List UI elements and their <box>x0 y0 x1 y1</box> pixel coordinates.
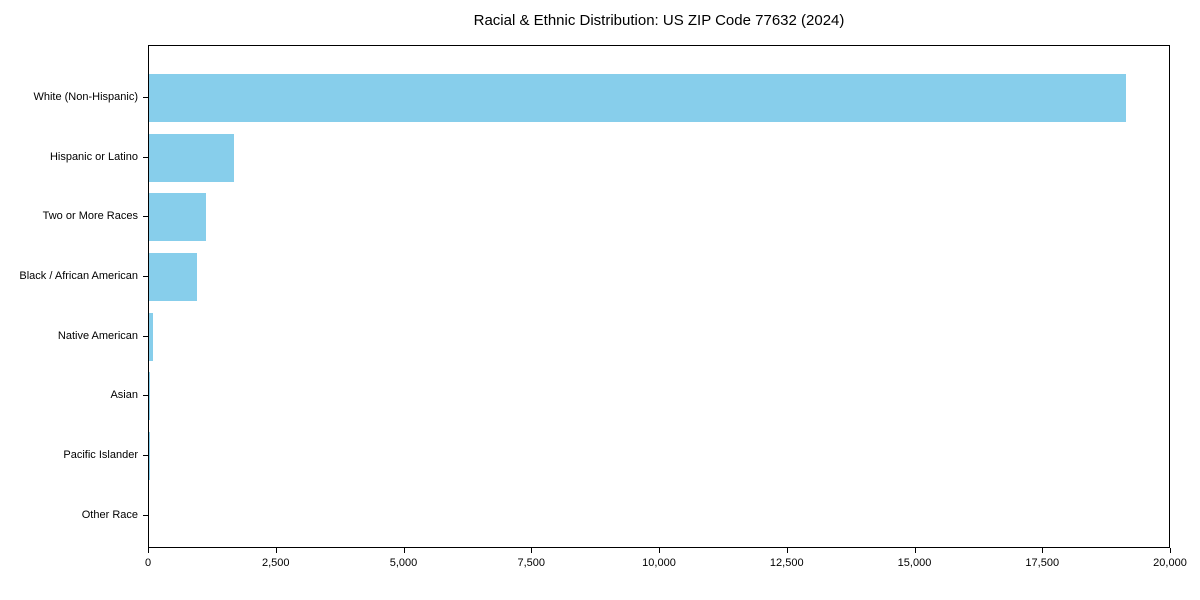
x-tick-mark <box>403 548 405 553</box>
x-tick-mark <box>786 548 788 553</box>
y-tick-label-pacific-islander: Pacific Islander <box>63 449 138 462</box>
x-tick-label-2-500: 2,500 <box>261 557 290 569</box>
x-tick-label-10-000: 10,000 <box>642 557 676 569</box>
bar-white-non-hispanic <box>149 73 1126 122</box>
y-tick-mark <box>143 156 148 158</box>
y-tick-mark <box>143 335 148 337</box>
x-tick-label-15-000: 15,000 <box>897 557 932 569</box>
x-tick-mark <box>531 548 533 553</box>
y-tick-mark <box>143 514 148 516</box>
x-tick-mark <box>914 548 916 553</box>
y-tick-label-black-african-american: Black / African American <box>19 269 138 282</box>
bar-hispanic-or-latino <box>149 133 234 182</box>
x-tick-mark <box>148 548 149 553</box>
bar-two-or-more-races <box>149 193 207 242</box>
y-tick-mark <box>143 216 148 218</box>
y-tick-mark <box>143 96 148 98</box>
plot-area <box>148 45 1170 548</box>
bar-black-african-american <box>149 252 197 301</box>
y-tick-label-white-non-hispanic: White (Non-Hispanic) <box>33 90 138 103</box>
y-tick-mark <box>143 395 148 397</box>
y-tick-mark <box>143 455 148 457</box>
x-tick-label-7-500: 7,500 <box>517 557 546 569</box>
x-tick-label-17-500: 17,500 <box>1025 557 1060 569</box>
y-tick-label-hispanic-or-latino: Hispanic or Latino <box>49 150 138 163</box>
x-tick-mark <box>1042 548 1044 553</box>
bar-asian <box>149 372 151 421</box>
x-tick-label-20-000: 20,000 <box>1153 557 1187 569</box>
x-tick-mark <box>275 548 277 553</box>
x-tick-label-0: 0 <box>144 557 152 569</box>
y-tick-label-other-race: Other Race <box>81 508 138 521</box>
x-tick-mark <box>659 548 660 553</box>
x-tick-mark <box>1170 548 1171 553</box>
y-tick-label-two-or-more-races: Two or More Races <box>42 210 138 223</box>
bar-pacific-islander <box>149 432 151 481</box>
y-tick-label-native-american: Native American <box>57 329 138 342</box>
y-tick-mark <box>143 275 148 277</box>
y-tick-label-asian: Asian <box>110 389 138 402</box>
x-tick-label-5-000: 5,000 <box>389 557 418 569</box>
x-tick-label-12-500: 12,500 <box>769 557 804 569</box>
bar-native-american <box>149 312 154 361</box>
chart-title: Racial & Ethnic Distribution: US ZIP Cod… <box>473 12 845 29</box>
bars-layer <box>149 46 1169 547</box>
